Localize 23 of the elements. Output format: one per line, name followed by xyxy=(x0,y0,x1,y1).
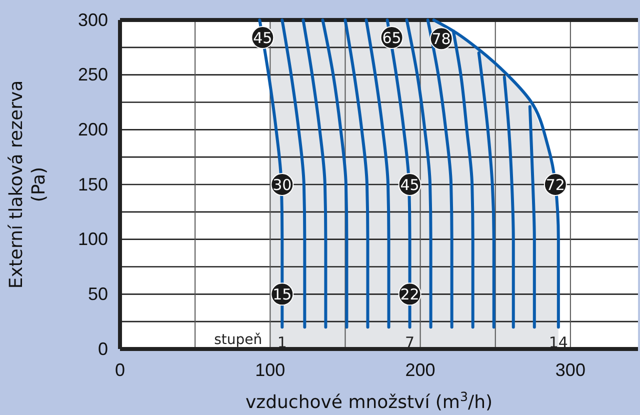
x-tick-label: 0 xyxy=(114,360,126,380)
x-tick-label: 100 xyxy=(255,360,286,380)
annotation: 22 xyxy=(400,286,420,304)
annotation: 45 xyxy=(253,28,272,47)
y-axis-title: Externí tlaková rezerva (Pa) xyxy=(6,80,50,289)
annotation: 15 xyxy=(272,286,292,304)
annotation: 65 xyxy=(382,28,402,47)
annotation: 30 xyxy=(272,176,292,194)
y-tick-label: 200 xyxy=(78,119,108,140)
y-tick-label: 100 xyxy=(78,229,108,250)
y-tick-label: 50 xyxy=(88,284,108,304)
y-tick-label: 150 xyxy=(78,174,108,194)
x-axis-title: vzduchové množství (m$^{3}$/h) xyxy=(246,388,492,413)
annotation: stupeň xyxy=(214,332,262,348)
y-tick-label: 250 xyxy=(78,64,108,85)
y-tick-label: 0 xyxy=(98,338,108,359)
annotation: 7 xyxy=(405,334,415,352)
annotation: 45 xyxy=(400,176,420,194)
annotation: 78 xyxy=(432,30,451,48)
annotation: 72 xyxy=(546,176,565,194)
y-tick-label: 300 xyxy=(78,10,108,30)
x-tick-label: 300 xyxy=(555,360,586,380)
x-tick-label: 200 xyxy=(405,360,436,380)
